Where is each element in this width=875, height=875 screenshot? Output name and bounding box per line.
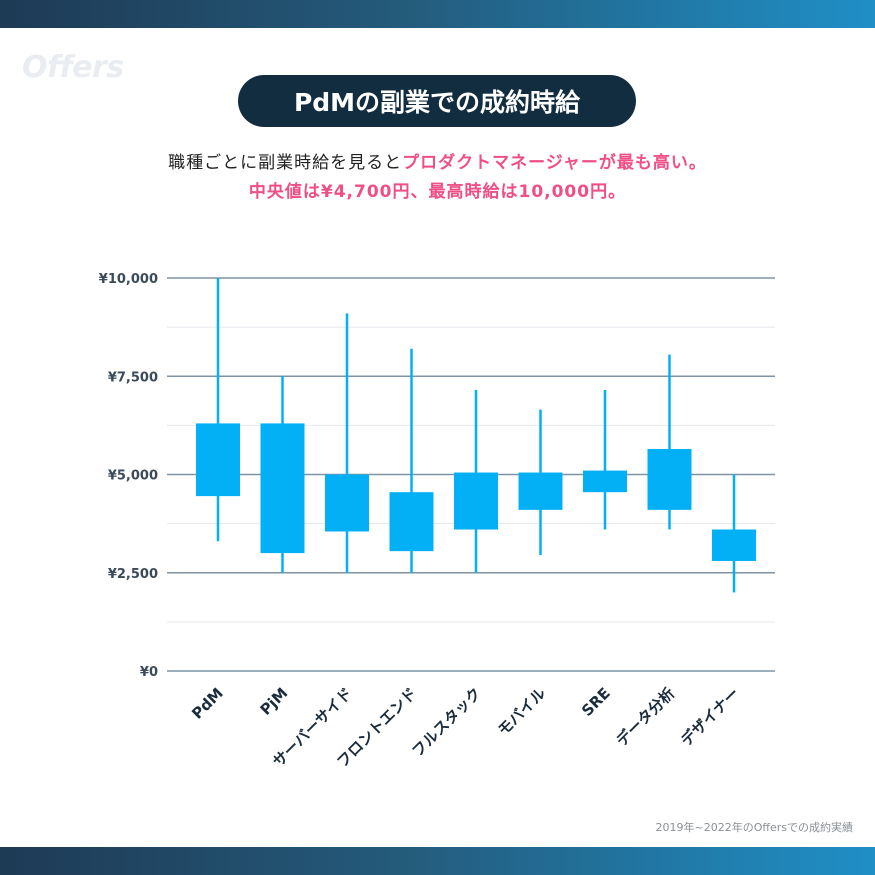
subtitle-line-2: 中央値は¥4,700円、最高時給は10,000円。: [248, 182, 627, 202]
box: [647, 448, 692, 510]
x-category-label: データ分析: [613, 684, 679, 750]
x-category-label: PdM: [188, 684, 227, 723]
box: [583, 470, 627, 493]
x-category-label: SRE: [578, 684, 614, 720]
top-band: [0, 0, 875, 28]
box: [325, 474, 369, 532]
chart-title: PdMの副業での成約時給: [238, 75, 636, 127]
x-category-label: モバイル: [494, 684, 549, 739]
box: [196, 423, 240, 497]
box: [454, 472, 498, 530]
subtitle-plain-text: 職種ごとに副業時給を見ると: [168, 153, 403, 173]
y-tick-label: ¥7,500: [108, 370, 158, 385]
box: [712, 529, 756, 561]
x-category-label: フルスタック: [408, 684, 484, 760]
chart-title-text: PdMの副業での成約時給: [293, 88, 581, 117]
y-tick-label: ¥10,000: [99, 272, 158, 287]
offers-logo: Offers: [22, 50, 124, 85]
box: [518, 472, 563, 510]
x-category-label: PjM: [257, 684, 292, 719]
source-footnote: 2019年~2022年のOffersでの成約実績: [655, 821, 853, 834]
y-tick-label: ¥0: [140, 665, 158, 680]
subtitle-line-1: 職種ごとに副業時給を見るとプロダクトマネージャーが最も高い。: [0, 148, 875, 173]
box: [260, 423, 305, 554]
y-tick-label: ¥2,500: [108, 567, 158, 582]
subtitle-highlight-text: プロダクトマネージャーが最も高い。: [402, 153, 707, 173]
x-category-label: デザイナー: [677, 684, 743, 750]
box: [389, 492, 434, 552]
y-tick-label: ¥5,000: [108, 469, 158, 484]
bottom-band: [0, 847, 875, 875]
